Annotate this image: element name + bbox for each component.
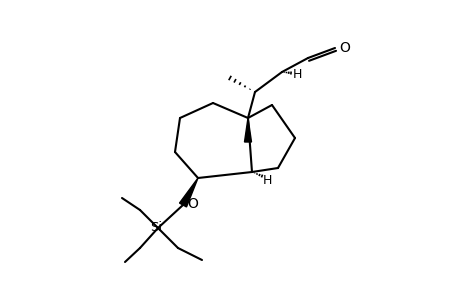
Text: Si: Si <box>150 221 162 235</box>
Polygon shape <box>179 178 197 207</box>
Text: H: H <box>262 173 271 187</box>
Text: H: H <box>291 68 301 80</box>
Text: O: O <box>339 41 350 55</box>
Text: O: O <box>187 197 198 211</box>
Polygon shape <box>244 118 251 142</box>
